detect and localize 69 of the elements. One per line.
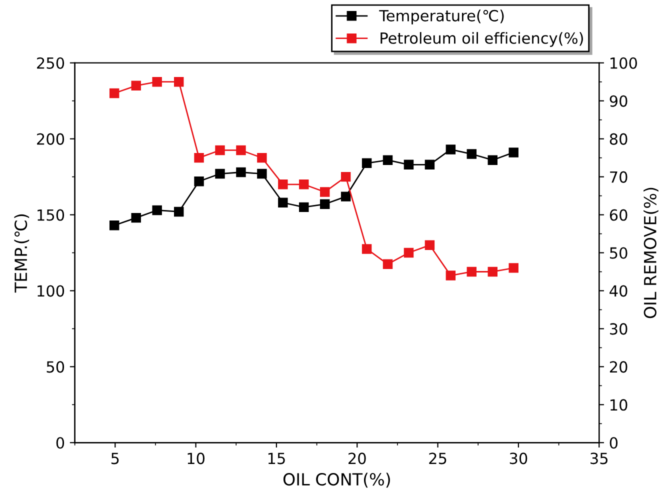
point: [446, 144, 456, 154]
x-axis-title: OIL CONT(%): [283, 472, 390, 488]
y2-tick-label: 10: [610, 399, 628, 411]
y2-tick-label: 70: [610, 171, 628, 183]
point: [109, 88, 120, 98]
x-tick-label: 10: [188, 452, 205, 464]
y2-tick-label: 50: [610, 247, 628, 259]
legend-label: Temperature(℃): [379, 10, 504, 24]
point: [382, 155, 393, 165]
point: [174, 77, 184, 87]
point: [236, 145, 246, 156]
y2-tick-label: 20: [610, 361, 628, 373]
x-tick-label: 20: [348, 452, 366, 464]
point: [424, 240, 435, 250]
x-tick-label: 30: [510, 452, 528, 464]
y-axis-title: TEMP.(℃): [14, 214, 30, 293]
point: [466, 266, 477, 277]
y2-tick-label: 90: [610, 95, 628, 107]
point: [215, 168, 225, 179]
point: [508, 263, 518, 273]
point: [488, 155, 498, 165]
point: [299, 180, 309, 190]
legend-label: Petroleum oil efficiency(%): [380, 32, 583, 47]
x-tick-label: 35: [590, 452, 608, 464]
y-tick-label: 50: [46, 361, 64, 373]
y-tick-label: 250: [37, 57, 64, 69]
x-tick-label: 15: [268, 452, 285, 464]
point: [340, 192, 351, 202]
y-tick-label: 0: [56, 437, 64, 449]
x-tick-label: 25: [429, 452, 446, 464]
point: [152, 77, 162, 87]
y2-tick-label: 0: [610, 437, 618, 449]
x-tick-label: 5: [111, 452, 119, 464]
point: [109, 220, 120, 230]
y2-tick-label: 30: [610, 323, 628, 335]
point: [278, 198, 288, 208]
y2-tick-label: 60: [610, 209, 628, 221]
point: [131, 80, 141, 91]
point: [362, 158, 372, 168]
y2-axis-title: OIL REMOVE(%): [644, 188, 658, 318]
point: [194, 152, 204, 163]
point: [236, 167, 246, 178]
y2-tick-label: 40: [610, 285, 628, 297]
point: [131, 212, 141, 223]
point: [466, 149, 477, 159]
y-tick-label: 150: [38, 209, 64, 221]
y-tick-label: 200: [37, 133, 64, 145]
point: [404, 160, 414, 170]
point: [424, 160, 435, 170]
point: [508, 148, 518, 158]
point: [174, 206, 184, 217]
point: [320, 199, 330, 210]
y-tick-label: 100: [38, 285, 64, 297]
point: [299, 202, 309, 212]
point: [362, 244, 372, 254]
point: [215, 145, 225, 156]
y2-tick-label: 100: [610, 57, 637, 69]
point: [382, 259, 393, 270]
y2-tick-label: 80: [610, 133, 628, 145]
point: [152, 205, 162, 216]
point: [194, 176, 204, 186]
point: [488, 266, 498, 277]
point: [320, 187, 330, 197]
point: [446, 270, 456, 280]
point: [257, 168, 267, 179]
point: [257, 152, 267, 163]
point: [340, 172, 351, 182]
point: [278, 180, 288, 190]
point: [404, 248, 414, 258]
